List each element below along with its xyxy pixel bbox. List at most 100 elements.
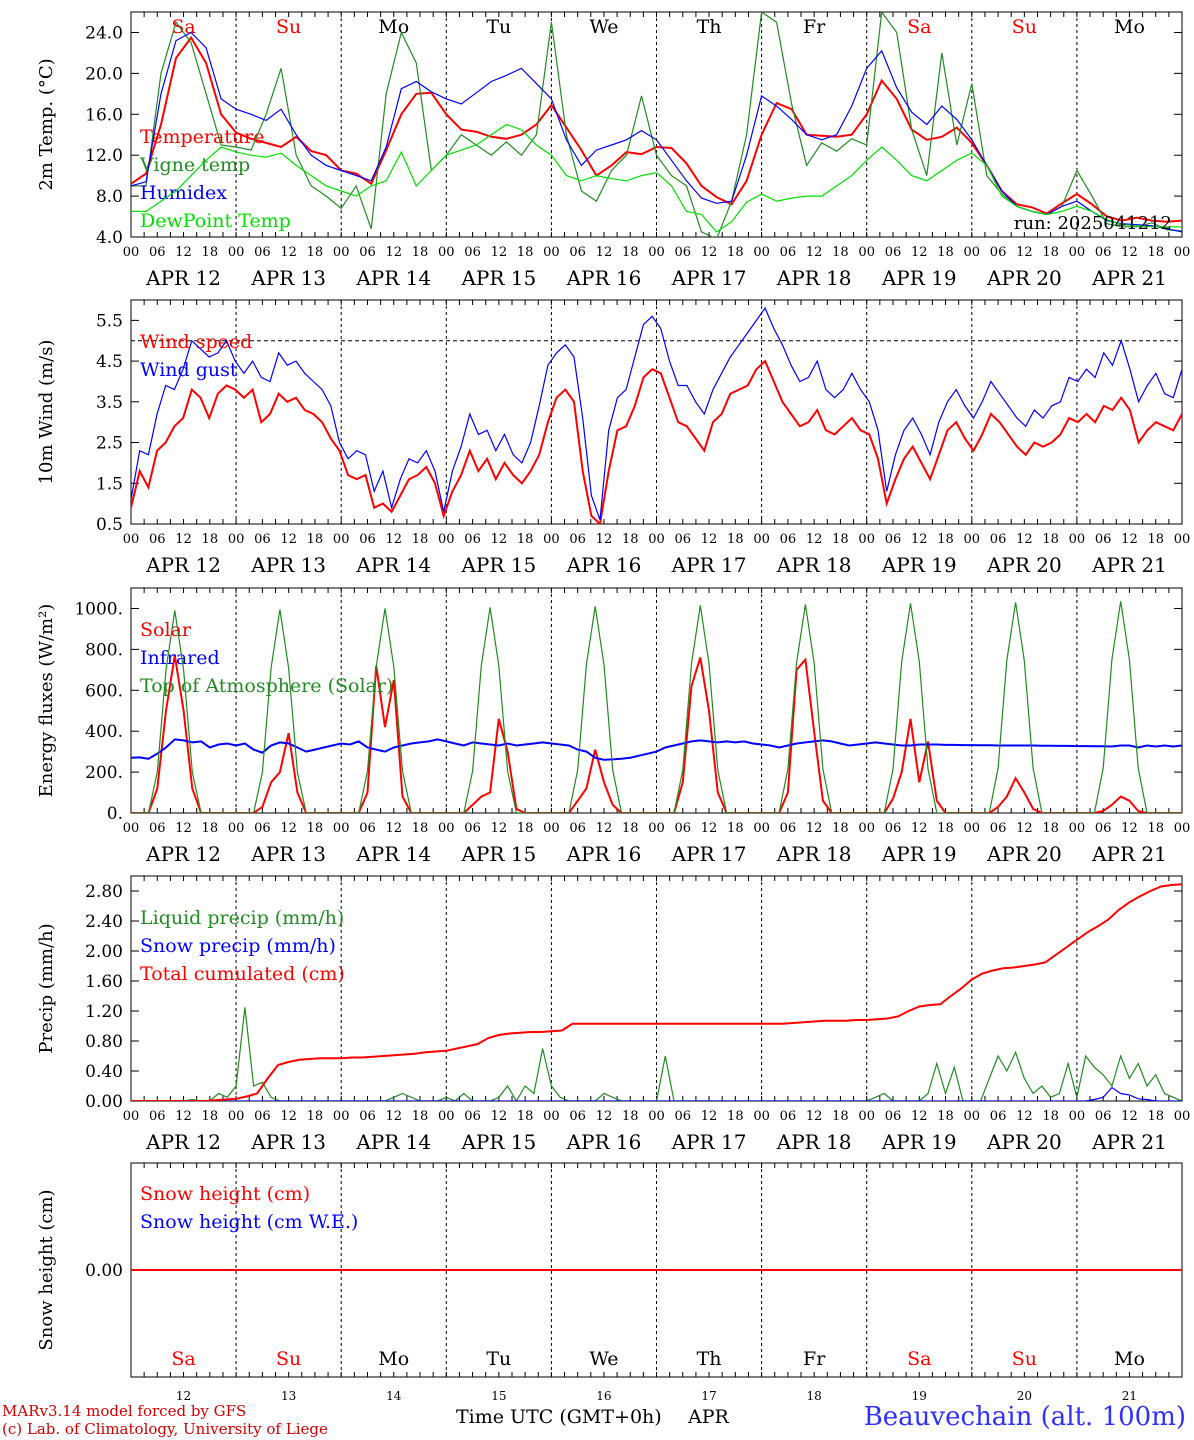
hour-tick-label: 06 [359, 1109, 376, 1124]
hour-tick-label: 06 [675, 532, 692, 547]
y-tick-label: 2.80 [85, 882, 123, 902]
hour-tick-label: 00 [543, 245, 560, 260]
plot-frame [130, 11, 1183, 238]
series-line-3 [131, 883, 1182, 1101]
day-number-label: 15 [491, 1389, 506, 1403]
y-tick-label: 600. [85, 681, 123, 701]
legend-entry: Solar [140, 619, 192, 641]
legend-entry: Infrared [140, 647, 220, 669]
hour-tick-label: 00 [228, 532, 245, 547]
lab-credit: (c) Lab. of Climatology, University of L… [2, 1420, 328, 1438]
date-label: APR 18 [776, 266, 852, 290]
chart-panel-2: 0.5 1.5 2.5 3.5 4.5 5.5 10m Wind (m/s) 00 06 12 18… [36, 299, 1190, 577]
hour-tick-label: 06 [780, 1109, 797, 1124]
day-number-label: 20 [1017, 1389, 1032, 1403]
hour-tick-label: 12 [491, 821, 508, 836]
hour-tick-label: 06 [990, 821, 1007, 836]
hour-tick-label: 18 [412, 245, 429, 260]
legend-entry: Liquid precip (mm/h) [140, 907, 344, 929]
hour-tick-label: 18 [727, 245, 744, 260]
hour-tick-label: 18 [1042, 532, 1059, 547]
hour-tick-label: 12 [701, 1109, 718, 1124]
hour-tick-label: 18 [307, 821, 324, 836]
hour-tick-label: 00 [964, 1109, 981, 1124]
hour-tick-label: 18 [202, 532, 219, 547]
hour-tick-label: 18 [622, 1109, 639, 1124]
hour-tick-label: 18 [202, 1109, 219, 1124]
hour-tick-label: 06 [675, 245, 692, 260]
hour-tick-label: 18 [832, 1109, 849, 1124]
hour-tick-label: 06 [359, 821, 376, 836]
y-tick-label: 800. [85, 640, 123, 660]
y-tick-label: 12.0 [85, 146, 123, 166]
hour-tick-label: 18 [937, 821, 954, 836]
hour-tick-label: 06 [675, 821, 692, 836]
hour-tick-label: 12 [1016, 532, 1033, 547]
hour-tick-label: 00 [543, 1109, 560, 1124]
hour-tick-label: 06 [254, 532, 271, 547]
hour-tick-label: 18 [832, 532, 849, 547]
weekday-label: Sa [907, 1348, 931, 1370]
date-label: APR 17 [671, 553, 747, 577]
y-tick-label: 16.0 [85, 105, 123, 125]
hour-tick-label: 12 [175, 245, 192, 260]
hour-tick-label: 00 [648, 1109, 665, 1124]
hour-tick-label: 18 [727, 1109, 744, 1124]
date-label: APR 18 [776, 842, 852, 866]
hour-tick-label: 12 [280, 821, 297, 836]
hour-tick-label: 12 [596, 245, 613, 260]
legend-entry: Snow height (cm W.E.) [140, 1211, 358, 1233]
hour-tick-label: 12 [911, 245, 928, 260]
hour-tick-label: 12 [596, 821, 613, 836]
hour-tick-label: 18 [1147, 532, 1164, 547]
date-label: APR 13 [250, 553, 326, 577]
run-label: run: 2025041212 [1014, 213, 1172, 234]
hour-tick-label: 00 [648, 532, 665, 547]
y-tick-label: 1000. [74, 599, 123, 619]
hour-tick-label: 00 [1069, 1109, 1086, 1124]
hour-tick-label: 06 [149, 532, 166, 547]
weekday-label: Fr [803, 16, 826, 38]
hour-tick-label: 00 [858, 1109, 875, 1124]
hour-tick-label: 12 [701, 532, 718, 547]
weekday-label: Sa [171, 1348, 195, 1370]
hour-tick-label: 00 [333, 245, 350, 260]
hour-tick-label: 18 [517, 1109, 534, 1124]
hour-tick-label: 06 [1095, 1109, 1112, 1124]
hour-tick-label: 00 [228, 821, 245, 836]
hour-tick-label: 06 [254, 821, 271, 836]
date-label: APR 19 [881, 842, 957, 866]
y-tick-label: 0.80 [85, 1032, 123, 1052]
series-line-3 [131, 31, 1182, 233]
hour-tick-label: 18 [1147, 245, 1164, 260]
legend-entry: Temperature [140, 126, 264, 148]
y-tick-label: 0.40 [85, 1062, 123, 1082]
hour-tick-label: 06 [1095, 821, 1112, 836]
hour-tick-label: 00 [964, 821, 981, 836]
weekday-label: Th [697, 16, 722, 38]
hour-tick-label: 00 [753, 1109, 770, 1124]
hour-tick-label: 06 [149, 245, 166, 260]
hour-tick-label: 00 [228, 1109, 245, 1124]
hour-tick-label: 00 [753, 821, 770, 836]
hour-tick-label: 00 [858, 532, 875, 547]
weekday-label: Su [1012, 1348, 1037, 1370]
time-axis-label: Time UTC (GMT+0h) [456, 1406, 662, 1428]
hour-tick-label: 00 [753, 532, 770, 547]
y-tick-label: 4.5 [96, 352, 123, 372]
hour-tick-label: 06 [1095, 532, 1112, 547]
hour-tick-label: 06 [569, 821, 586, 836]
date-label: APR 19 [881, 266, 957, 290]
hour-tick-label: 06 [149, 1109, 166, 1124]
series-line-2 [131, 738, 1182, 761]
legend-entry: Wind speed [140, 331, 252, 353]
date-label: APR 15 [460, 266, 536, 290]
hour-tick-label: 12 [280, 532, 297, 547]
hour-tick-label: 12 [806, 245, 823, 260]
date-label: APR 19 [881, 1130, 957, 1154]
day-number-label: 17 [701, 1389, 716, 1403]
y-tick-label: 2.40 [85, 912, 123, 932]
hour-tick-label: 06 [464, 245, 481, 260]
y-tick-label: 0. [107, 804, 123, 824]
hour-tick-label: 12 [1121, 532, 1138, 547]
